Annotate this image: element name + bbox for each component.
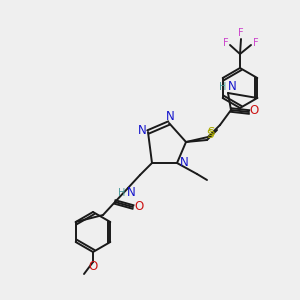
Text: N: N [228, 80, 236, 94]
Text: N: N [180, 157, 188, 169]
Text: F: F [223, 38, 229, 48]
Text: F: F [253, 38, 259, 48]
Text: S: S [207, 125, 215, 139]
Text: S: S [206, 128, 214, 142]
Text: O: O [249, 104, 259, 118]
Text: H: H [118, 188, 126, 198]
Text: N: N [127, 187, 135, 200]
Text: F: F [238, 28, 244, 38]
Text: H: H [219, 82, 227, 92]
Text: O: O [88, 260, 98, 274]
Text: O: O [134, 200, 144, 212]
Text: N: N [138, 124, 146, 137]
Text: N: N [166, 110, 174, 122]
